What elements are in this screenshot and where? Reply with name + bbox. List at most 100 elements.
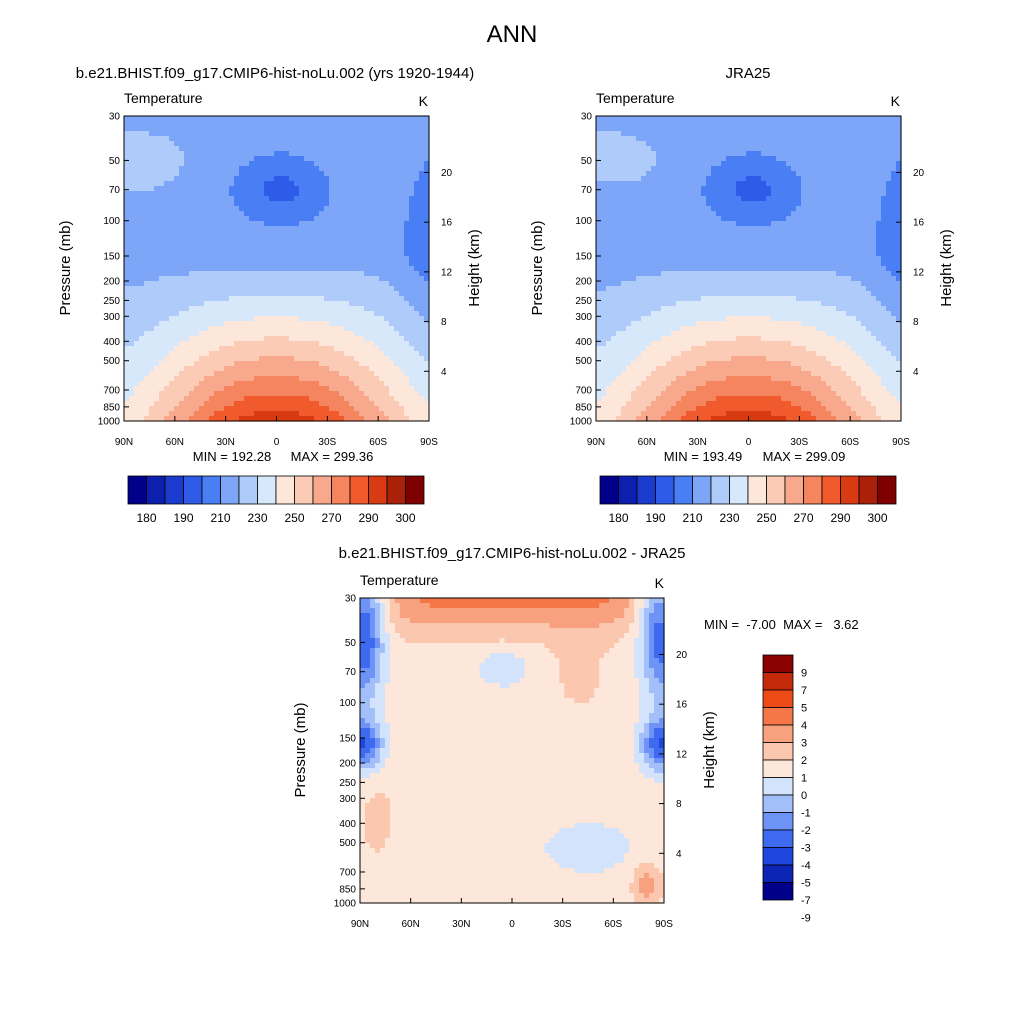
field-cell [154, 331, 160, 337]
field-cell [124, 181, 130, 187]
field-cell [676, 191, 682, 197]
field-cell [701, 151, 707, 157]
field-cell [691, 206, 697, 212]
field-cell [384, 226, 390, 232]
field-cell [274, 261, 280, 267]
field-cell [209, 241, 215, 247]
field-cell [661, 181, 667, 187]
field-cell [134, 416, 140, 422]
field-cell [269, 351, 275, 357]
field-cell [379, 366, 385, 372]
field-cell [319, 401, 325, 407]
field-cell [199, 376, 205, 382]
field-cell [189, 391, 195, 397]
field-cell [334, 251, 340, 257]
field-cell [279, 381, 285, 387]
field-cell [706, 181, 712, 187]
field-cell [174, 306, 180, 312]
field-cell [309, 351, 315, 357]
field-cell [846, 156, 852, 162]
field-cell [344, 266, 350, 272]
field-cell [876, 196, 882, 202]
field-cell [349, 186, 355, 192]
field-cell [309, 381, 315, 387]
field-cell [776, 186, 782, 192]
field-cell [866, 166, 872, 172]
field-cell [289, 156, 295, 162]
field-cell [424, 271, 430, 277]
field-cell [409, 361, 415, 367]
field-cell [384, 156, 390, 162]
field-cell [359, 346, 365, 352]
field-cell [214, 311, 220, 317]
field-cell [751, 126, 757, 132]
field-cell [354, 306, 360, 312]
field-cell [324, 321, 330, 327]
field-cell [154, 226, 160, 232]
field-cell [344, 376, 350, 382]
field-cell [334, 341, 340, 347]
field-cell [349, 376, 355, 382]
field-cell [229, 246, 235, 252]
field-cell [424, 151, 430, 157]
field-cell [876, 161, 882, 167]
field-cell [219, 186, 225, 192]
field-cell [374, 216, 380, 222]
field-cell [621, 186, 627, 192]
field-cell [876, 156, 882, 162]
field-cell [666, 211, 672, 217]
field-cell [389, 391, 395, 397]
field-cell [284, 386, 290, 392]
field-cell [314, 311, 320, 317]
field-cell [309, 256, 315, 262]
field-cell [219, 151, 225, 157]
field-cell [174, 121, 180, 127]
field-cell [344, 336, 350, 342]
field-cell [304, 206, 310, 212]
field-cell [334, 261, 340, 267]
field-cell [154, 296, 160, 302]
field-cell [144, 131, 150, 137]
field-cell [786, 131, 792, 137]
field-cell [234, 121, 240, 127]
field-cell [394, 156, 400, 162]
field-cell [314, 361, 320, 367]
field-cell [646, 161, 652, 167]
field-cell [369, 286, 375, 292]
field-cell [419, 221, 425, 227]
field-cell [219, 126, 225, 132]
field-cell [866, 146, 872, 152]
field-cell [369, 296, 375, 302]
field-cell [234, 201, 240, 207]
field-cell [811, 161, 817, 167]
field-cell [254, 211, 260, 217]
field-cell [139, 186, 145, 192]
field-cell [214, 296, 220, 302]
field-cell [244, 181, 250, 187]
field-cell [364, 401, 370, 407]
field-cell [304, 356, 310, 362]
field-cell [144, 196, 150, 202]
field-cell [414, 376, 420, 382]
field-cell [761, 196, 767, 202]
field-cell [671, 131, 677, 137]
field-cell [761, 176, 767, 182]
field-cell [164, 371, 170, 377]
field-cell [711, 136, 717, 142]
field-cell [364, 346, 370, 352]
field-cell [656, 201, 662, 207]
field-cell [349, 246, 355, 252]
field-cell [164, 391, 170, 397]
field-cell [239, 236, 245, 242]
field-cell [189, 341, 195, 347]
field-cell [344, 416, 350, 422]
field-cell [319, 281, 325, 287]
field-cell [204, 301, 210, 307]
field-cell [249, 321, 255, 327]
field-cell [284, 366, 290, 372]
field-cell [149, 341, 155, 347]
field-cell [339, 401, 345, 407]
field-cell [124, 386, 130, 392]
field-cell [389, 171, 395, 177]
field-cell [289, 226, 295, 232]
